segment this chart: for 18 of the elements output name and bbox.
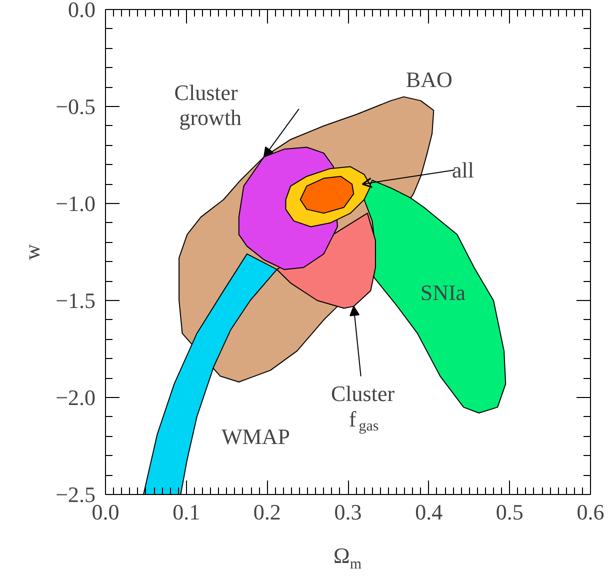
annotation: SNIa	[420, 280, 466, 306]
x-tick-label: 0.6	[576, 500, 604, 524]
x-tick-label: 0.1	[172, 500, 200, 524]
annotation: BAO	[406, 66, 452, 92]
y-tick-label: −1.0	[56, 191, 96, 216]
y-tick-label: −1.5	[56, 288, 96, 313]
annotation: all	[452, 158, 474, 183]
x-axis-title: Ω$_{m}$	[333, 542, 362, 574]
x-tick-label: 0.4	[415, 500, 443, 524]
annotation: WMAP	[222, 424, 290, 449]
x-tick-label: 0.2	[253, 500, 281, 524]
y-tick-label: −0.5	[56, 94, 96, 119]
y-tick-label: 0.0	[68, 0, 96, 22]
x-tick-label: 0.3	[334, 500, 362, 524]
x-tick-label: 0.5	[496, 500, 524, 524]
annotation: Cluster growth	[174, 80, 242, 130]
y-axis-title: w	[20, 244, 45, 260]
y-tick-label: −2.0	[56, 385, 96, 410]
